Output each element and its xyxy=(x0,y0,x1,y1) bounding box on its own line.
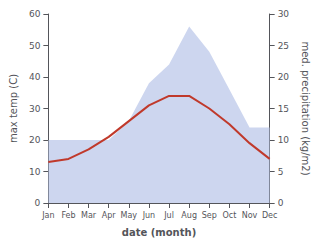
svg-text:Sep: Sep xyxy=(202,211,217,220)
svg-text:30: 30 xyxy=(29,104,41,114)
svg-text:25: 25 xyxy=(278,41,289,51)
svg-text:20: 20 xyxy=(278,72,290,82)
svg-text:10: 10 xyxy=(278,135,290,145)
svg-text:30: 30 xyxy=(278,9,290,19)
svg-text:10: 10 xyxy=(29,167,41,177)
svg-text:Mar: Mar xyxy=(81,211,97,220)
svg-text:20: 20 xyxy=(29,135,41,145)
svg-text:Aug: Aug xyxy=(181,211,197,220)
svg-text:15: 15 xyxy=(278,104,289,114)
svg-text:Jun: Jun xyxy=(142,211,156,220)
svg-text:0: 0 xyxy=(278,198,284,208)
svg-text:40: 40 xyxy=(29,72,41,82)
svg-text:50: 50 xyxy=(29,41,41,51)
svg-text:May: May xyxy=(121,211,138,220)
svg-text:60: 60 xyxy=(29,9,41,19)
svg-text:Jan: Jan xyxy=(41,211,54,220)
svg-text:Apr: Apr xyxy=(102,211,117,220)
svg-text:Oct: Oct xyxy=(222,211,236,220)
svg-text:Feb: Feb xyxy=(61,211,75,220)
svg-text:Jul: Jul xyxy=(163,211,174,220)
svg-text:Dec: Dec xyxy=(262,211,277,220)
svg-text:date (month): date (month) xyxy=(122,227,196,238)
svg-text:max temp (C): max temp (C) xyxy=(8,74,19,143)
svg-text:5: 5 xyxy=(278,167,284,177)
svg-text:0: 0 xyxy=(35,198,41,208)
svg-text:med. precipitation (kg/m2): med. precipitation (kg/m2) xyxy=(300,41,311,175)
svg-text:Nov: Nov xyxy=(242,211,258,220)
